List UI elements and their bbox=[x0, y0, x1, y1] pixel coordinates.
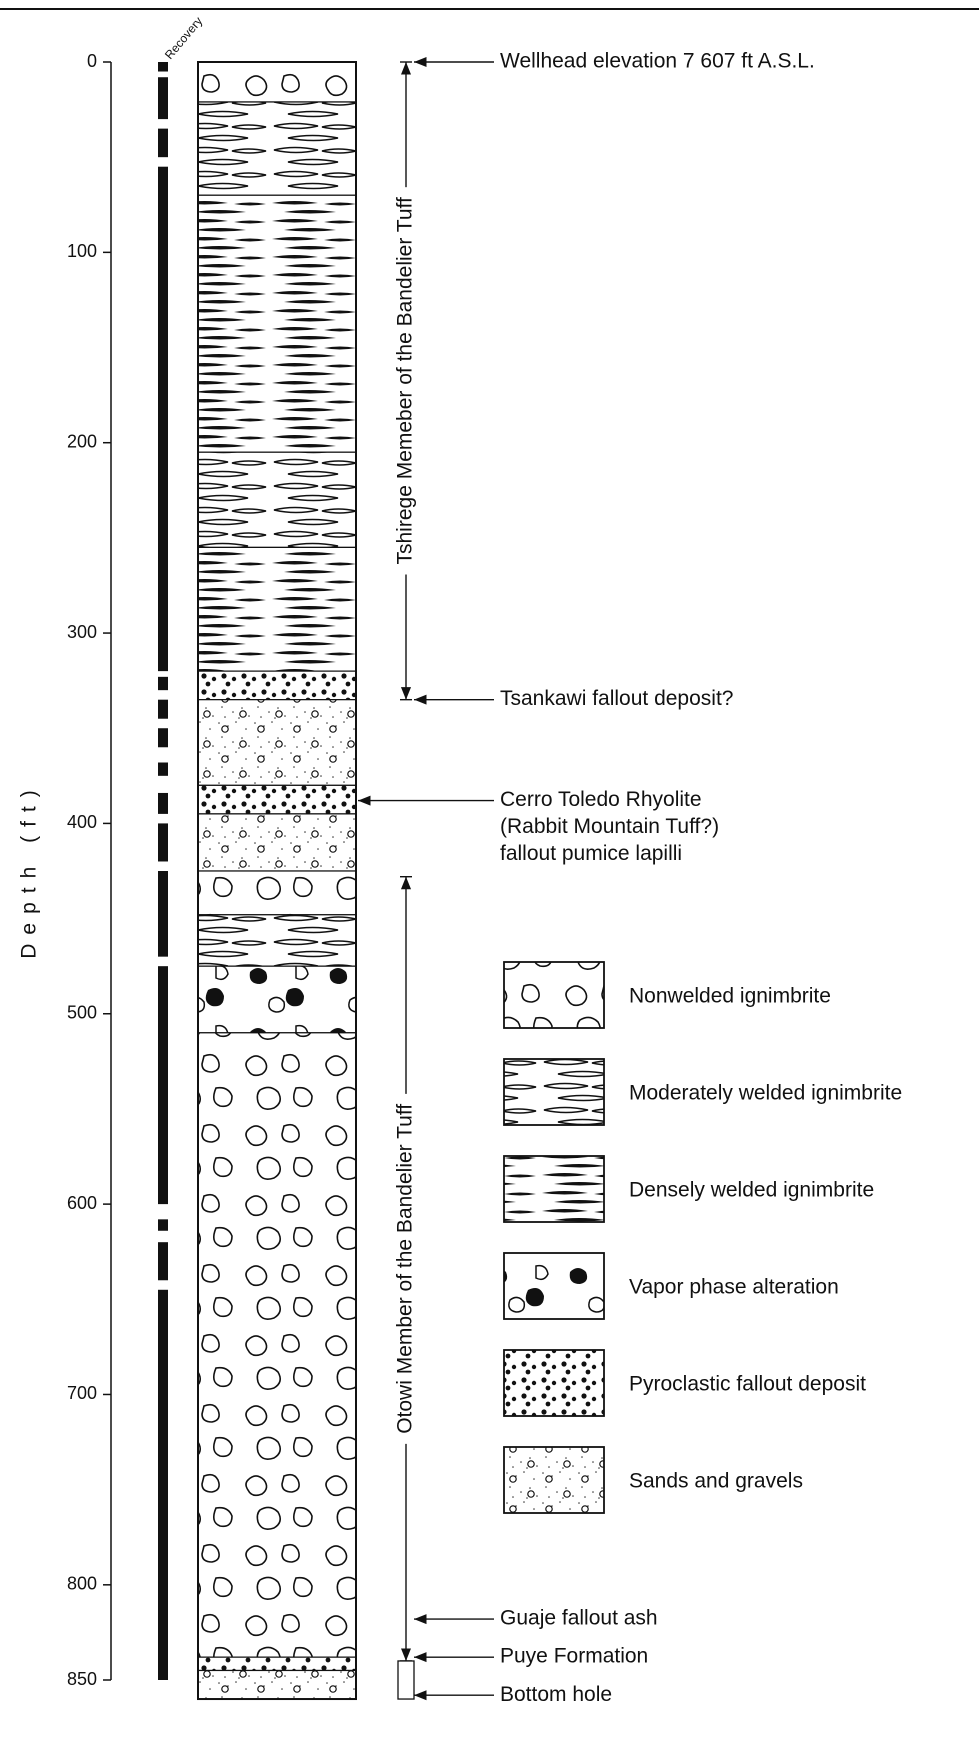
legend-label: Vapor phase alteration bbox=[629, 1276, 839, 1299]
tick-label: 400 bbox=[67, 812, 97, 832]
legend-swatch bbox=[504, 962, 604, 1028]
layer bbox=[198, 671, 356, 700]
layer bbox=[198, 1670, 356, 1699]
layer bbox=[198, 814, 356, 871]
recovery-interval bbox=[158, 77, 168, 119]
annotation-text: fallout pumice lapilli bbox=[500, 842, 682, 865]
legend-swatch bbox=[504, 1447, 604, 1513]
recovery-interval bbox=[158, 700, 168, 719]
annotation-text: Bottom hole bbox=[500, 1683, 612, 1706]
layer bbox=[198, 195, 356, 452]
annotation-text: Cerro Toledo Rhyolite bbox=[500, 788, 702, 811]
recovery-interval bbox=[158, 1242, 168, 1280]
annotation-text: Wellhead elevation 7 607 ft A.S.L. bbox=[500, 50, 815, 73]
layer bbox=[198, 1033, 356, 1657]
layer bbox=[198, 1657, 356, 1670]
recovery-interval bbox=[158, 762, 168, 775]
annotation-text: Puye Formation bbox=[500, 1645, 648, 1668]
legend-label: Nonwelded ignimbrite bbox=[629, 985, 831, 1008]
recovery-label: Recovery bbox=[162, 14, 205, 62]
layer bbox=[198, 700, 356, 786]
recovery-interval bbox=[158, 823, 168, 861]
legend-label: Sands and gravels bbox=[629, 1470, 803, 1493]
layer bbox=[198, 547, 356, 671]
legend-swatch bbox=[504, 1156, 604, 1222]
recovery-interval bbox=[158, 728, 168, 747]
layer bbox=[198, 62, 356, 102]
recovery-interval bbox=[158, 62, 168, 72]
recovery-interval bbox=[158, 167, 168, 671]
tick-label: 800 bbox=[67, 1574, 97, 1594]
layer bbox=[198, 871, 356, 915]
layer bbox=[198, 102, 356, 195]
depth-axis-label: Depth (ft) bbox=[18, 781, 41, 959]
layer bbox=[198, 915, 356, 966]
annotation-text: Tsankawi fallout deposit? bbox=[500, 687, 733, 710]
member-label: Otowi Member of the Bandelier Tuff bbox=[394, 1104, 417, 1434]
recovery-interval bbox=[158, 793, 168, 814]
recovery-interval bbox=[158, 129, 168, 158]
recovery-interval bbox=[158, 966, 168, 1204]
legend-label: Moderately welded ignimbrite bbox=[629, 1082, 902, 1105]
diagram: Depth (ft) Recovery 0 100 200 300 400 500 600 7… bbox=[0, 0, 979, 1747]
tick-label: 850 bbox=[67, 1669, 97, 1689]
layer bbox=[198, 452, 356, 547]
legend-swatch bbox=[504, 1059, 604, 1125]
annotation-text: (Rabbit Mountain Tuff?) bbox=[500, 815, 719, 838]
recovery-interval bbox=[158, 871, 168, 957]
layer bbox=[198, 785, 356, 814]
legend-label: Densely welded ignimbrite bbox=[629, 1179, 874, 1202]
tick-label: 300 bbox=[67, 622, 97, 642]
tick-label: 200 bbox=[67, 431, 97, 451]
layer bbox=[198, 966, 356, 1033]
recovery-interval bbox=[158, 1219, 168, 1230]
annotation-text: Guaje fallout ash bbox=[500, 1607, 658, 1630]
legend-swatch bbox=[504, 1350, 604, 1416]
tick-label: 100 bbox=[67, 241, 97, 261]
member-label: Tshirege Memeber of the Bandelier Tuff bbox=[394, 197, 417, 564]
legend-swatch bbox=[504, 1253, 604, 1319]
tick-label: 700 bbox=[67, 1383, 97, 1403]
recovery-interval bbox=[158, 1290, 168, 1680]
puye-box bbox=[398, 1661, 414, 1699]
tick-label: 0 bbox=[87, 51, 97, 71]
page: Depth (ft) Recovery 0 100 200 300 400 500 600 7… bbox=[0, 0, 979, 1747]
recovery-interval bbox=[158, 677, 168, 690]
tick-label: 600 bbox=[67, 1193, 97, 1213]
legend-label: Pyroclastic fallout deposit bbox=[629, 1373, 866, 1396]
tick-label: 500 bbox=[67, 1003, 97, 1023]
